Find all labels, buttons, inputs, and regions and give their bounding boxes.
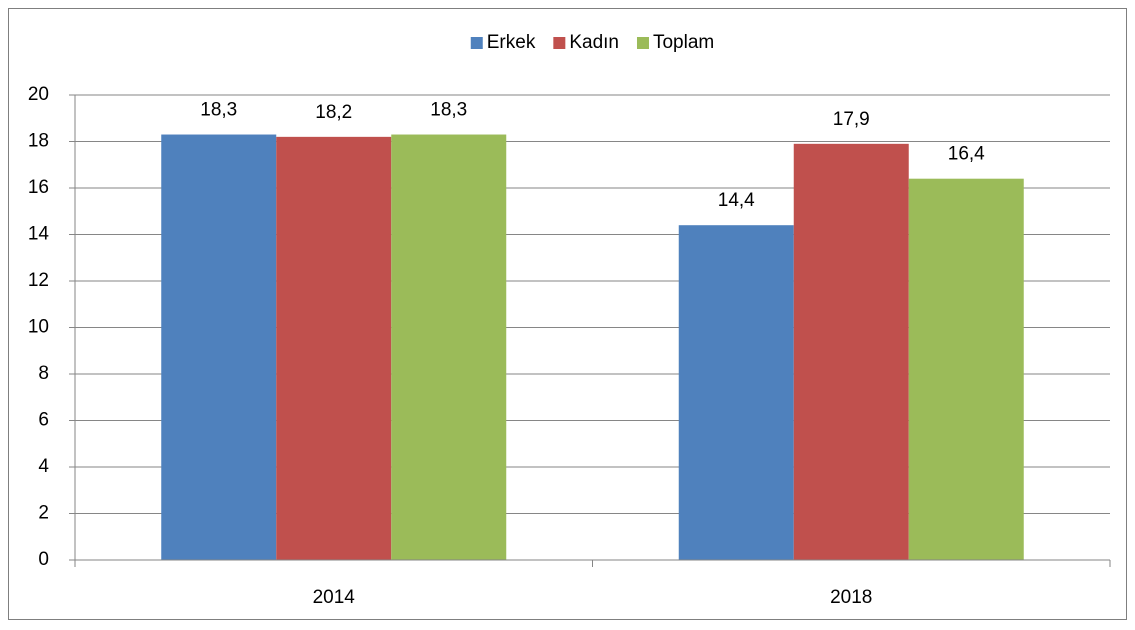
y-tick-label: 6	[38, 410, 49, 431]
y-tick-label: 14	[28, 224, 50, 245]
bar	[678, 225, 794, 560]
x-tick-label: 2014	[313, 587, 356, 608]
y-tick-label: 10	[28, 317, 49, 338]
bar	[276, 136, 392, 560]
data-label: 14,4	[718, 190, 755, 211]
data-label: 18,3	[430, 100, 467, 121]
bar	[908, 178, 1024, 560]
y-tick-label: 18	[28, 131, 49, 152]
y-tick-label: 0	[38, 549, 49, 570]
legend-swatch	[636, 37, 649, 49]
legend-swatch	[470, 37, 483, 49]
y-tick-label: 2	[38, 503, 49, 524]
data-label: 16,4	[948, 144, 985, 165]
y-tick-label: 12	[28, 270, 49, 291]
y-tick-label: 4	[38, 456, 49, 477]
y-tick-label: 16	[28, 177, 49, 198]
legend-swatch	[553, 37, 566, 49]
data-label: 17,9	[833, 109, 870, 130]
y-tick-label: 8	[38, 363, 49, 384]
legend-label: Kadın	[569, 32, 619, 53]
legend-label: Erkek	[487, 32, 536, 53]
bar	[161, 134, 277, 560]
bar	[793, 143, 909, 560]
y-tick-label: 20	[28, 84, 49, 105]
bar	[391, 134, 507, 560]
data-label: 18,2	[315, 102, 352, 123]
data-label: 18,3	[200, 100, 237, 121]
x-tick-label: 2018	[830, 587, 872, 608]
legend-label: Toplam	[653, 32, 714, 53]
